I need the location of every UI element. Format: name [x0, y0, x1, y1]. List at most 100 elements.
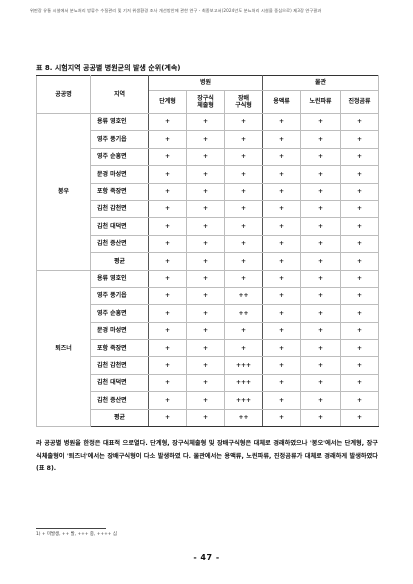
- value-cell: +: [262, 304, 301, 323]
- running-header: 위판장 유통 시설에서 분뇨처리 방류수 수질관리 및 기저 위생환경 조사 개…: [30, 8, 322, 13]
- col-header-bacteria-2: 장구식 체출형: [186, 90, 225, 114]
- value-cell: +: [300, 217, 341, 236]
- value-cell: ++: [224, 408, 263, 428]
- value-cell: +: [340, 373, 379, 393]
- value-cell: +: [186, 391, 225, 410]
- value-cell: +: [340, 165, 379, 184]
- table-row: 영주 순흥면 + + ++ + + +: [37, 304, 379, 323]
- table-row: 퇴즈너 용류 영호인 + + + + + +: [36, 269, 379, 428]
- value-cell: +++: [224, 373, 263, 393]
- facility-cell: 김천 감천면: [90, 356, 149, 375]
- value-cell: +: [300, 321, 341, 341]
- col-header-group: 공공명: [36, 75, 91, 114]
- value-cell: +: [340, 199, 379, 219]
- facility-cell: 평균: [90, 408, 149, 428]
- value-cell: +: [224, 217, 263, 236]
- value-cell: +: [340, 304, 379, 323]
- value-cell: +: [186, 182, 225, 201]
- value-cell: +: [224, 182, 263, 201]
- footnote: 1) + 미발생, ++ 발, +++ 중, ++++ 심: [36, 532, 117, 537]
- value-cell: +: [300, 304, 341, 323]
- facility-cell: 포항 죽장면: [90, 339, 149, 358]
- table-row: 평균 + + ++ + + +: [37, 408, 379, 428]
- value-cell: +: [148, 269, 187, 288]
- table-row: 김천 감천면 + + + + + +: [37, 199, 379, 219]
- value-cell: ++: [224, 304, 263, 323]
- footnote-divider: [36, 528, 106, 529]
- value-cell: +: [300, 199, 341, 219]
- col-header-region: 지역: [90, 75, 149, 114]
- value-cell: +: [340, 321, 379, 341]
- value-cell: +: [300, 182, 341, 201]
- facility-cell: 김천 대덕면: [90, 373, 149, 393]
- value-cell: +: [186, 252, 225, 271]
- facility-cell: 영주 풍기읍: [90, 130, 149, 149]
- value-cell: +: [148, 356, 187, 375]
- value-cell: +: [262, 130, 301, 149]
- value-cell: +: [262, 269, 301, 288]
- value-cell: +: [186, 199, 225, 219]
- value-cell: +: [148, 321, 187, 341]
- table-caption: 표 8. 시험지역 공공별 병원균의 발생 순위(계속): [36, 64, 181, 72]
- value-cell: +: [300, 339, 341, 358]
- value-cell: +: [262, 165, 301, 184]
- value-cell: ++: [224, 286, 263, 306]
- value-cell: +: [148, 252, 187, 271]
- value-cell: +: [148, 391, 187, 410]
- facility-cell: 김천 증산면: [90, 391, 149, 410]
- facility-cell: 평균: [90, 252, 149, 271]
- value-cell: +: [300, 356, 341, 375]
- table-row: 영주 풍기읍 + + + + + +: [37, 130, 379, 149]
- value-cell: +: [148, 199, 187, 219]
- value-cell: +: [148, 217, 187, 236]
- value-cell: +: [262, 147, 301, 167]
- value-cell: +: [300, 391, 341, 410]
- value-cell: +: [186, 286, 225, 306]
- facility-cell: 영주 순흥면: [90, 147, 149, 167]
- facility-cell: 영주 순흥면: [90, 304, 149, 323]
- value-cell: +: [224, 147, 263, 167]
- value-cell: +: [300, 165, 341, 184]
- value-cell: +: [262, 234, 301, 254]
- value-cell: +: [340, 252, 379, 271]
- value-cell: +: [224, 112, 263, 132]
- value-cell: +: [300, 147, 341, 167]
- value-cell: +: [186, 321, 225, 341]
- value-cell: +: [340, 147, 379, 167]
- table-row: 김천 대덕면 + + + + + +: [37, 217, 379, 236]
- facility-cell: 용류 영호인: [90, 112, 149, 132]
- table-row: 문경 마성면 + + + + + +: [37, 165, 379, 184]
- col-header-virus-3: 진정곰류: [340, 90, 379, 114]
- value-cell: +: [224, 199, 263, 219]
- facility-cell: 문경 마성면: [90, 165, 149, 184]
- value-cell: +: [148, 304, 187, 323]
- value-cell: +: [148, 408, 187, 428]
- page-number: - 47 -: [193, 553, 220, 562]
- value-cell: +: [340, 408, 379, 428]
- value-cell: +: [224, 321, 263, 341]
- value-cell: +: [340, 130, 379, 149]
- value-cell: +: [148, 339, 187, 358]
- value-cell: +: [300, 286, 341, 306]
- col-header-bacteria-3: 장배 구식형: [224, 90, 263, 114]
- value-cell: +: [224, 130, 263, 149]
- value-cell: +: [224, 269, 263, 288]
- facility-cell: 문경 마성면: [90, 321, 149, 341]
- group-header-bacteria: 병원: [148, 75, 263, 91]
- value-cell: +: [300, 234, 341, 254]
- value-cell: +: [300, 252, 341, 271]
- value-cell: +: [224, 234, 263, 254]
- value-cell: +: [186, 130, 225, 149]
- facility-cell: 포항 죽장면: [90, 182, 149, 201]
- body-paragraph: 라 공공별 병원을 한정은 대표적 으로열다. 단계형, 장구식체출형 및 장배…: [36, 440, 378, 472]
- value-cell: +: [224, 339, 263, 358]
- value-cell: +: [262, 217, 301, 236]
- value-cell: +: [262, 199, 301, 219]
- value-cell: +: [340, 391, 379, 410]
- value-cell: +: [262, 286, 301, 306]
- value-cell: +: [186, 217, 225, 236]
- value-cell: +: [148, 234, 187, 254]
- col-header-virus-1: 용액류: [262, 90, 301, 114]
- value-cell: +: [148, 373, 187, 393]
- value-cell: +: [148, 286, 187, 306]
